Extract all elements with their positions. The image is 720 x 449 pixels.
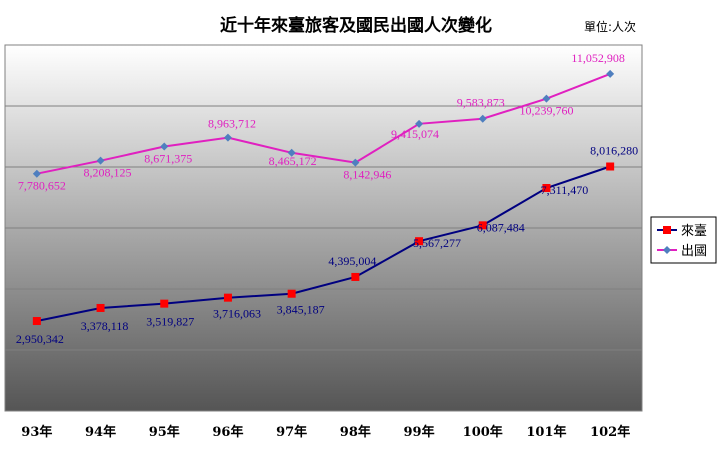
chart-title: 近十年來臺旅客及國民出國人次變化	[220, 15, 492, 36]
data-point-來臺	[160, 299, 169, 308]
x-tick-label: 101年	[526, 424, 566, 440]
data-point-來臺	[223, 293, 232, 302]
data-point-來臺	[351, 272, 360, 281]
data-point-出國	[32, 169, 41, 178]
data-label-出國: 9,583,873	[457, 96, 505, 110]
data-label-出國: 11,052,908	[571, 51, 625, 65]
data-point-來臺	[478, 221, 487, 230]
data-label-出國: 8,465,172	[269, 154, 317, 168]
x-tick-label: 98年	[340, 424, 371, 440]
data-point-來臺	[542, 184, 551, 193]
data-label-出國: 10,239,760	[519, 104, 573, 118]
x-tick-label: 96年	[212, 424, 243, 440]
data-point-來臺	[287, 289, 296, 298]
legend: 來臺 出國	[650, 216, 717, 264]
data-point-出國	[96, 156, 105, 165]
legend-label-出國: 出國	[681, 244, 707, 259]
x-tick-label: 97年	[276, 424, 307, 440]
data-label-來臺: 5,567,277	[413, 236, 461, 250]
data-point-出國	[542, 94, 551, 103]
legend-label-來臺: 來臺	[681, 224, 707, 239]
legend-marker-出國	[663, 246, 671, 254]
data-point-來臺	[96, 303, 105, 312]
x-tick-label: 102年	[590, 424, 630, 440]
series-line-出國	[36, 72, 611, 175]
data-label-來臺: 6,087,484	[477, 220, 525, 234]
data-point-出國	[415, 119, 424, 128]
data-label-出國: 7,780,652	[18, 179, 66, 193]
data-label-來臺: 2,950,342	[16, 332, 64, 346]
data-point-來臺	[415, 237, 424, 246]
series-line-來臺	[36, 165, 611, 322]
data-point-出國	[223, 133, 232, 142]
x-axis-ticks: 93年 94年 95年 96年 97年 98年 99年 100年 101年 102年	[21, 424, 630, 440]
data-label-出國: 8,671,375	[144, 152, 192, 166]
data-label-出國: 9,415,074	[391, 127, 439, 141]
unit-label: 單位:人次	[584, 19, 636, 34]
data-point-出國	[478, 114, 487, 123]
data-point-出國	[160, 142, 169, 151]
data-label-出國: 8,963,712	[208, 117, 256, 131]
x-tick-label: 95年	[149, 424, 180, 440]
data-label-來臺: 8,016,280	[590, 144, 638, 158]
legend-marker-來臺	[663, 226, 671, 234]
data-point-出國	[287, 148, 296, 157]
data-label-來臺: 3,519,827	[146, 315, 194, 329]
gridlines	[5, 105, 642, 351]
data-point-出國	[351, 158, 360, 167]
x-tick-label: 93年	[21, 424, 52, 440]
data-label-來臺: 3,845,187	[277, 303, 325, 317]
x-tick-label: 100年	[463, 424, 503, 440]
data-label-出國: 8,208,125	[84, 166, 132, 180]
data-point-出國	[606, 69, 615, 78]
data-label-出國: 8,142,946	[343, 168, 391, 182]
x-tick-label: 99年	[404, 424, 435, 440]
legend-box	[650, 216, 717, 264]
data-point-來臺	[32, 317, 41, 326]
series-group	[32, 69, 615, 326]
data-labels: 2,950,342 3,378,118 3,519,827 3,716,063 3,84…	[16, 51, 638, 346]
data-point-來臺	[606, 162, 615, 171]
data-label-來臺: 3,716,063	[213, 307, 261, 321]
x-tick-label: 94年	[85, 424, 116, 440]
data-label-來臺: 4,395,004	[328, 254, 376, 268]
data-label-來臺: 3,378,118	[81, 319, 129, 333]
data-label-來臺: 7,311,470	[541, 183, 589, 197]
